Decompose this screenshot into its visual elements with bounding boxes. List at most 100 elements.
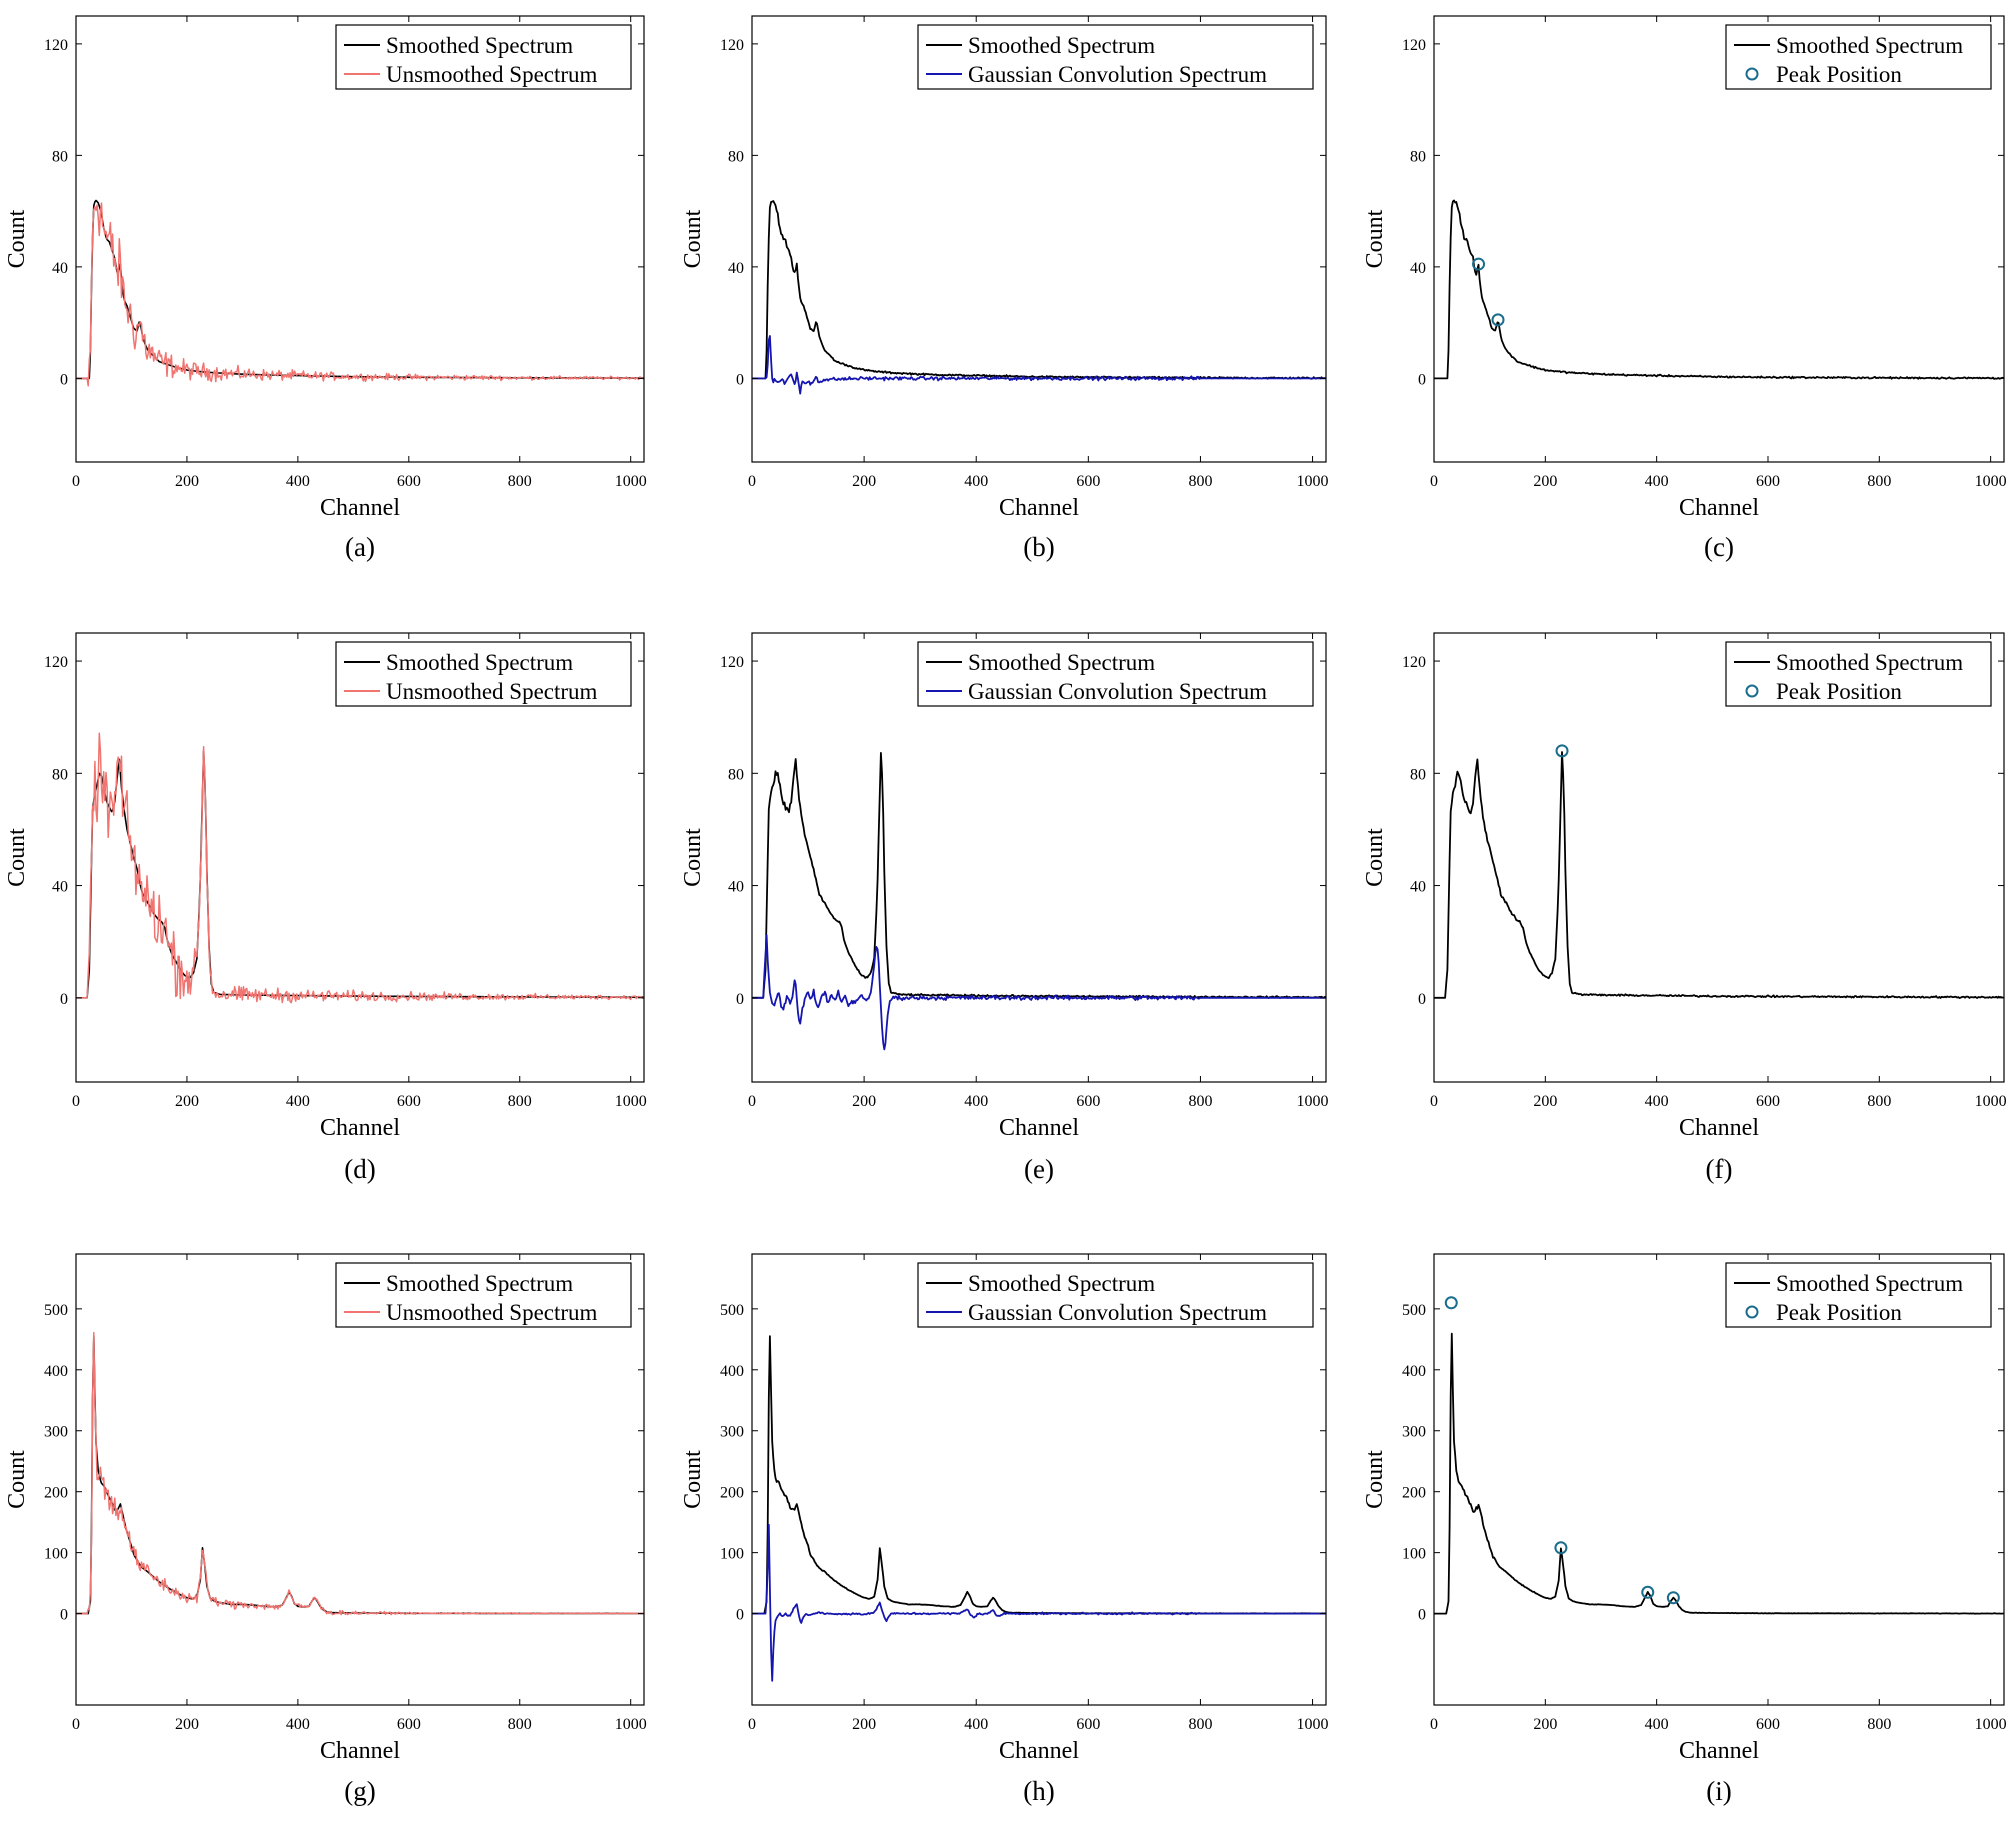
panel-caption: (a)	[345, 532, 375, 562]
y-tick-label: 0	[60, 991, 68, 1008]
x-tick-label: 400	[1645, 1716, 1669, 1733]
plot-area	[1434, 199, 2004, 380]
y-tick-label: 40	[728, 879, 744, 896]
y-tick-label: 40	[1410, 260, 1426, 277]
x-tick-label: 0	[748, 1716, 756, 1733]
x-axis-label: Channel	[320, 495, 400, 521]
legend: Smoothed Spectrum Peak Position	[1725, 641, 1992, 707]
y-tick-label: 0	[1418, 991, 1426, 1008]
peak-position-marker	[1554, 1541, 1568, 1555]
y-tick-label: 300	[44, 1424, 68, 1441]
legend-label: Gaussian Convolution Spectrum	[968, 1300, 1267, 1325]
panel-caption: (d)	[344, 1154, 375, 1184]
peak-position-marker	[1641, 1585, 1655, 1599]
y-axis-label: Count	[4, 209, 30, 268]
legend-box	[1725, 24, 1992, 90]
y-tick-label: 0	[60, 1607, 68, 1624]
panel-caption: (e)	[1024, 1154, 1054, 1184]
y-tick-label: 40	[1410, 879, 1426, 896]
x-tick-label: 1000	[1297, 1093, 1329, 1110]
y-tick-label: 0	[1418, 1607, 1426, 1624]
panel-f: 0 200 400 600 800 1000 0 40 80 120 Channel Count (f)…	[1362, 632, 2007, 1184]
x-tick-label: 200	[1533, 1716, 1557, 1733]
y-tick-label: 0	[1418, 371, 1426, 388]
legend-box	[335, 24, 632, 90]
peak-position-marker	[1491, 313, 1505, 327]
x-tick-label: 1000	[1975, 473, 2007, 490]
smoothed-spectrum-line	[1434, 199, 2004, 380]
x-tick-label: 600	[1076, 473, 1100, 490]
legend-box	[335, 1262, 632, 1328]
x-tick-label: 600	[397, 1093, 421, 1110]
x-tick-label: 600	[1756, 1716, 1780, 1733]
y-tick-label: 120	[720, 654, 744, 671]
x-tick-label: 600	[1076, 1716, 1100, 1733]
y-tick-label: 80	[52, 148, 68, 165]
axes-box	[751, 15, 1327, 463]
y-axis-label: Count	[680, 1450, 706, 1509]
legend: Smoothed Spectrum Unsmoothed Spectrum	[335, 1262, 632, 1328]
legend-label: Smoothed Spectrum	[968, 650, 1155, 675]
x-tick-label: 800	[508, 1093, 532, 1110]
y-tick-label: 400	[1402, 1363, 1426, 1380]
x-tick-label: 200	[175, 1093, 199, 1110]
x-tick-label: 400	[1645, 1093, 1669, 1110]
y-tick-label: 400	[720, 1363, 744, 1380]
x-tick-label: 400	[286, 473, 310, 490]
x-tick-label: 1000	[615, 473, 647, 490]
panel-a: 0 200 400 600 800 1000 0 40 80 120 Channel Count (a)…	[4, 15, 647, 562]
y-tick-label: 300	[1402, 1424, 1426, 1441]
panel-caption: (i)	[1706, 1776, 1731, 1806]
y-tick-label: 120	[44, 37, 68, 54]
x-axis-label: Channel	[999, 1115, 1079, 1141]
x-tick-label: 600	[1756, 1093, 1780, 1110]
x-axis-label: Channel	[320, 1738, 400, 1764]
y-tick-label: 500	[44, 1302, 68, 1319]
legend-box	[1725, 641, 1992, 707]
x-axis-label: Channel	[1679, 495, 1759, 521]
x-tick-label: 800	[1188, 473, 1212, 490]
x-tick-label: 800	[1188, 1093, 1212, 1110]
panel-caption: (b)	[1023, 532, 1054, 562]
y-tick-label: 0	[60, 371, 68, 388]
gaussian-convolution-line	[752, 335, 1326, 395]
y-tick-label: 120	[44, 654, 68, 671]
x-tick-label: 200	[175, 473, 199, 490]
x-tick-label: 0	[1430, 1716, 1438, 1733]
unsmoothed-spectrum-line	[76, 1331, 644, 1616]
y-axis-label: Count	[4, 1450, 30, 1509]
panel-caption: (g)	[344, 1776, 375, 1806]
legend-marker	[1745, 684, 1759, 698]
legend-box	[917, 24, 1314, 90]
plot-area	[752, 1335, 1326, 1682]
panel-e: 0 200 400 600 800 1000 0 40 80 120 Channel Count (e)…	[680, 632, 1329, 1184]
smoothed-spectrum-line	[1434, 1332, 2004, 1615]
x-tick-label: 1000	[1297, 473, 1329, 490]
x-axis-label: Channel	[999, 495, 1079, 521]
x-tick-label: 0	[72, 473, 80, 490]
x-tick-label: 200	[852, 1716, 876, 1733]
legend-label: Smoothed Spectrum	[386, 33, 573, 58]
x-tick-label: 1000	[1975, 1093, 2007, 1110]
legend-label: Peak Position	[1776, 1300, 1902, 1325]
x-tick-label: 0	[72, 1716, 80, 1733]
y-axis-label: Count	[4, 828, 30, 887]
peak-position-marker	[1555, 744, 1569, 758]
plot-area	[752, 200, 1326, 395]
smoothed-spectrum-line	[76, 750, 644, 999]
peak-position-marker	[1472, 257, 1486, 271]
plot-area	[76, 732, 644, 1004]
smoothed-spectrum-line	[1434, 751, 2004, 999]
peak-position-marker	[1666, 1591, 1680, 1605]
smoothed-spectrum-line	[752, 1335, 1326, 1615]
legend-box	[335, 641, 632, 707]
axes-box	[1433, 1253, 2005, 1706]
plot-area	[1434, 1296, 2004, 1615]
panel-d: 0 200 400 600 800 1000 0 40 80 120 Channel Count (d)…	[4, 632, 647, 1184]
smoothed-spectrum-line	[76, 1335, 644, 1615]
x-tick-label: 1000	[1975, 1716, 2007, 1733]
x-tick-label: 800	[1867, 1093, 1891, 1110]
x-tick-label: 400	[286, 1716, 310, 1733]
y-tick-label: 100	[44, 1546, 68, 1563]
